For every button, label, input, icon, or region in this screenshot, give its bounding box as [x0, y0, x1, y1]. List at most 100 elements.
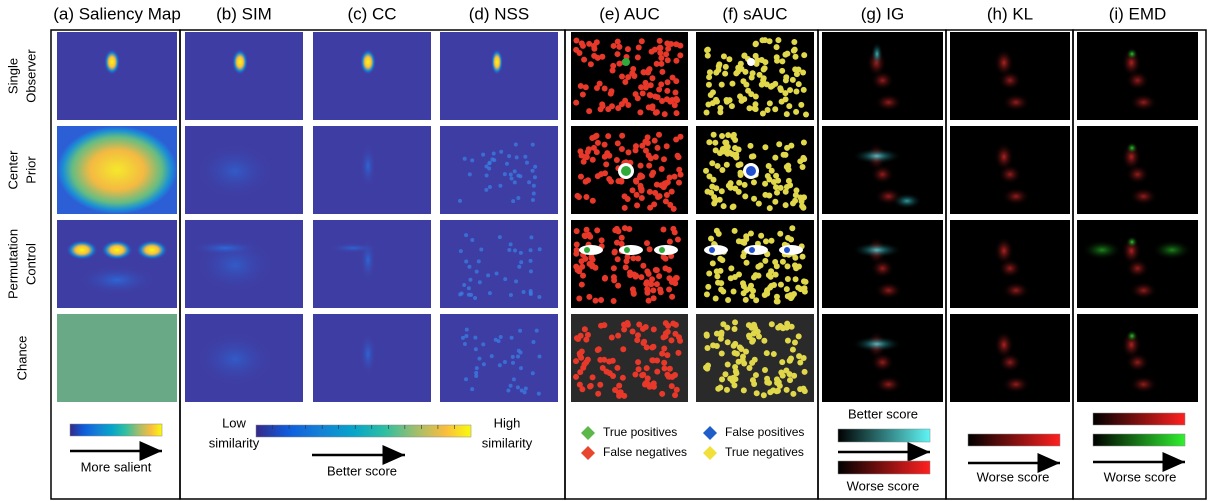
blob	[1002, 375, 1030, 394]
dot	[524, 160, 529, 165]
dot	[646, 246, 653, 253]
dot	[537, 354, 542, 359]
dot	[770, 179, 777, 186]
legend-text: True positives	[603, 425, 677, 439]
dot	[618, 73, 625, 80]
dot	[746, 166, 756, 176]
legend-text: More salient	[81, 459, 152, 474]
dot	[458, 198, 463, 203]
dot	[626, 269, 633, 276]
dot	[601, 141, 608, 148]
dot	[523, 154, 528, 159]
dot	[801, 368, 808, 375]
blob	[998, 70, 1022, 91]
dot	[724, 324, 731, 331]
dot	[755, 200, 762, 207]
dot	[493, 337, 498, 342]
dot	[473, 347, 478, 352]
tile-background	[440, 32, 558, 120]
dot	[624, 321, 631, 328]
dot	[797, 286, 804, 293]
dot	[584, 247, 590, 253]
dot	[658, 166, 665, 173]
dot	[746, 285, 753, 292]
dot	[710, 342, 717, 349]
dot	[523, 386, 528, 391]
dot	[527, 180, 532, 185]
dot	[615, 178, 622, 185]
legend-text: False negatives	[603, 445, 687, 459]
dot	[624, 254, 631, 261]
dot	[787, 292, 794, 299]
blob	[874, 375, 903, 394]
dot	[782, 202, 789, 209]
dot	[586, 293, 593, 300]
dot	[477, 356, 482, 361]
dot	[583, 359, 590, 366]
dot	[673, 78, 680, 85]
dot	[513, 142, 518, 147]
dot	[719, 257, 726, 264]
dot	[666, 174, 673, 181]
dot	[614, 140, 621, 147]
dot	[618, 240, 625, 247]
dot	[782, 188, 789, 195]
dot	[528, 248, 533, 253]
tile-background	[313, 32, 431, 120]
dot	[653, 281, 660, 288]
dot	[652, 109, 659, 116]
dot	[530, 371, 535, 376]
dot	[783, 324, 790, 331]
dot	[747, 58, 755, 66]
dot	[660, 226, 667, 233]
dot	[646, 383, 653, 390]
dot	[663, 192, 670, 199]
dot	[635, 255, 642, 262]
dot	[773, 388, 780, 395]
legend-text: Worse score	[1104, 469, 1177, 484]
dot	[474, 373, 479, 378]
dot	[670, 205, 677, 212]
dot	[755, 333, 762, 340]
dot	[747, 230, 754, 237]
blob	[1126, 236, 1138, 248]
dot	[610, 42, 617, 49]
dot	[528, 288, 533, 293]
dot	[740, 253, 747, 260]
dot	[578, 348, 585, 355]
dot	[656, 131, 663, 138]
dot	[773, 44, 780, 51]
dot	[732, 319, 739, 326]
dot	[624, 247, 630, 253]
dot	[531, 191, 536, 196]
dot	[728, 265, 735, 272]
dot	[601, 153, 608, 160]
dot	[646, 188, 653, 195]
dot	[673, 136, 680, 143]
dot	[766, 176, 773, 183]
dot	[489, 354, 494, 359]
dot	[581, 232, 588, 239]
dot	[751, 105, 758, 112]
dot	[536, 391, 541, 396]
dot	[470, 387, 475, 392]
dot	[722, 70, 729, 77]
row-label: Chance	[14, 336, 29, 381]
dot	[473, 295, 478, 300]
dot	[773, 172, 780, 179]
dot	[638, 38, 645, 45]
dot	[460, 335, 465, 340]
image-tile	[440, 220, 558, 308]
dot	[773, 376, 780, 383]
dot	[777, 86, 784, 93]
dot	[645, 297, 652, 304]
dot	[723, 161, 730, 168]
column-header: (g) IG	[861, 4, 904, 23]
dot	[601, 322, 608, 329]
dot	[711, 194, 718, 201]
dot	[677, 133, 684, 140]
dot	[666, 286, 673, 293]
dot	[788, 355, 795, 362]
dot	[716, 61, 723, 68]
dot	[666, 238, 673, 245]
